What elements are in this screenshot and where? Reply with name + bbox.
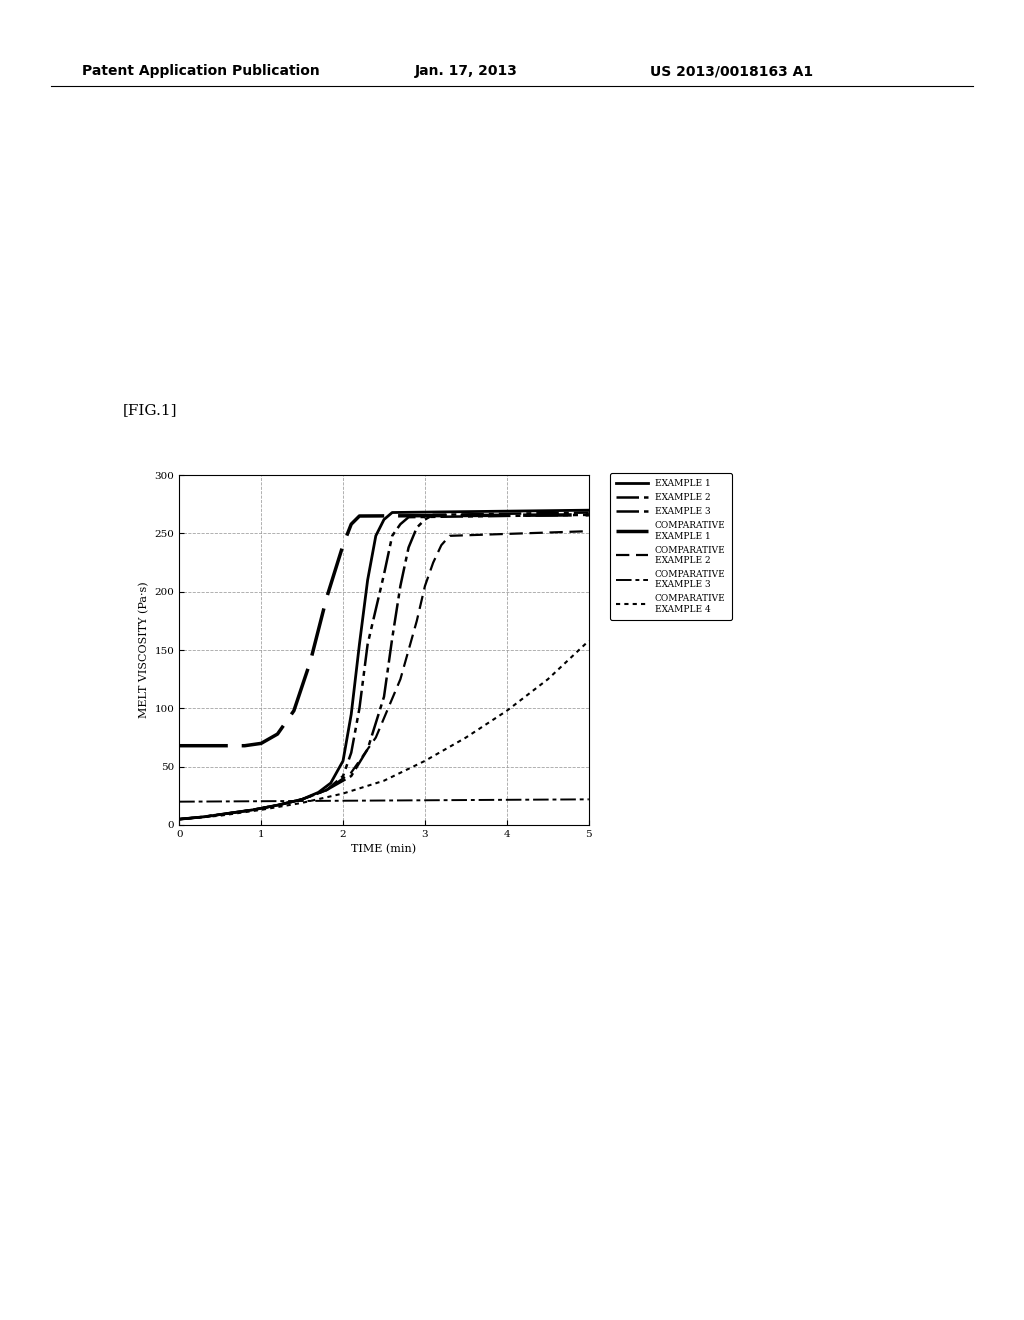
Legend: EXAMPLE 1, EXAMPLE 2, EXAMPLE 3, COMPARATIVE
EXAMPLE 1, COMPARATIVE
EXAMPLE 2, C: EXAMPLE 1, EXAMPLE 2, EXAMPLE 3, COMPARA… [609, 473, 732, 620]
Text: Jan. 17, 2013: Jan. 17, 2013 [415, 65, 517, 78]
Text: Patent Application Publication: Patent Application Publication [82, 65, 319, 78]
Y-axis label: MELT VISCOSITY (Pa·s): MELT VISCOSITY (Pa·s) [138, 582, 148, 718]
Text: US 2013/0018163 A1: US 2013/0018163 A1 [650, 65, 813, 78]
Text: [FIG.1]: [FIG.1] [123, 404, 177, 417]
X-axis label: TIME (min): TIME (min) [351, 845, 417, 855]
